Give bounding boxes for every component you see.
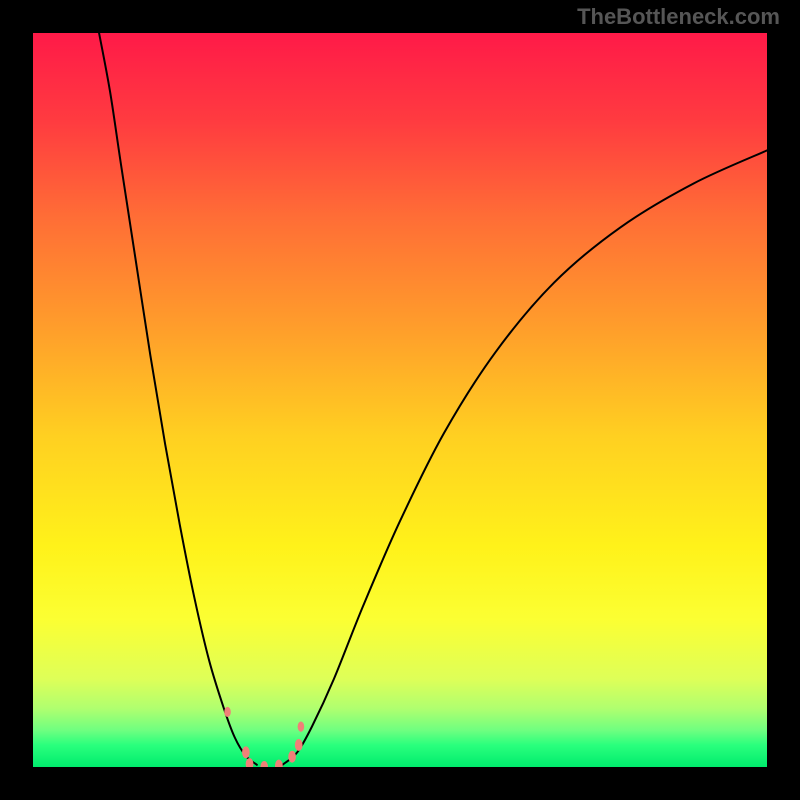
data-marker bbox=[288, 751, 296, 763]
data-marker bbox=[298, 722, 305, 732]
gradient-background bbox=[33, 33, 767, 767]
data-marker bbox=[224, 707, 231, 717]
plot-area bbox=[33, 33, 767, 767]
data-marker bbox=[242, 746, 250, 758]
watermark-text: TheBottleneck.com bbox=[577, 4, 780, 30]
chart-frame: TheBottleneck.com bbox=[0, 0, 800, 800]
bottleneck-curve-chart bbox=[33, 33, 767, 767]
data-marker bbox=[295, 739, 303, 751]
